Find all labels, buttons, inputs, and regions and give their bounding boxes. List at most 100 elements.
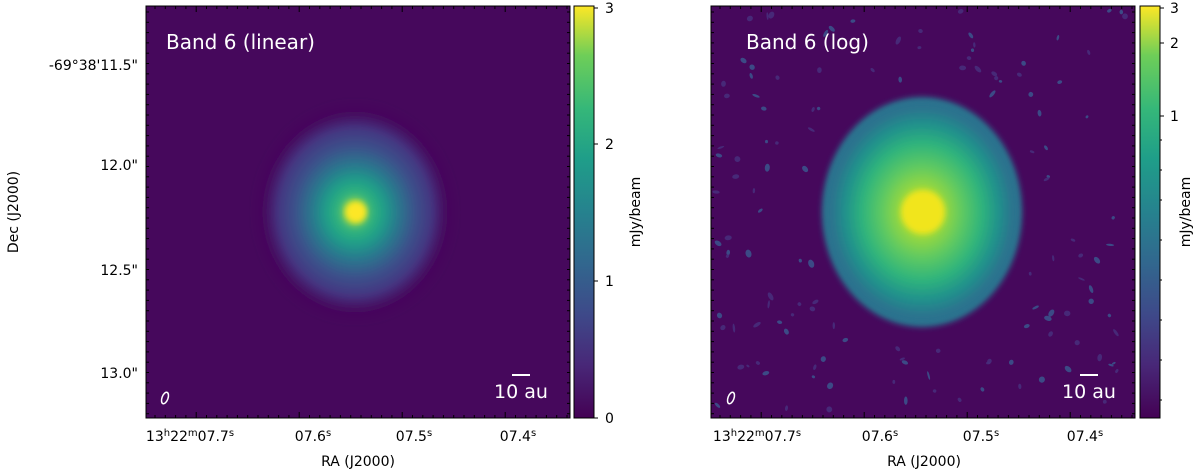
noise-blob — [764, 139, 769, 144]
noise-blob — [817, 67, 822, 73]
x-tick-label-0-log: 13h22m07.7s — [713, 428, 801, 446]
noise-blob — [798, 258, 802, 263]
x-axis-label-linear: RA (J2000) — [321, 454, 395, 470]
scalebar-label-log: 10 au — [1062, 381, 1116, 403]
noise-blob — [1064, 365, 1072, 373]
noise-blob — [811, 375, 816, 379]
noise-blob — [826, 406, 833, 413]
x-tick-label-1-linear: 07.6s — [295, 428, 331, 446]
disk-peak-log — [901, 190, 945, 234]
noise-blob — [777, 320, 783, 324]
noise-blob — [957, 9, 964, 14]
noise-blob — [1097, 353, 1103, 362]
colorbar-label-linear: mJy/beam — [628, 177, 644, 248]
axis-ticks-log — [711, 6, 1135, 418]
y-tick-label-0: -69°38'11.5" — [49, 58, 138, 74]
noise-blob — [892, 379, 896, 384]
noise-blob — [973, 42, 976, 48]
colorbar-tick-label-3-linear: 3 — [605, 1, 614, 17]
noise-blob — [927, 371, 931, 380]
noise-blob — [895, 36, 902, 45]
noise-blob — [1032, 305, 1039, 310]
y-tick-label-3: 13.0" — [100, 366, 138, 382]
noise-blob — [717, 145, 725, 150]
linear-panel: Band 6 (linear) 10 au -69°38'11.5" 12.0"… — [6, 1, 644, 470]
noise-blob — [1021, 60, 1026, 66]
noise-blob — [712, 190, 720, 194]
noise-blob — [812, 299, 819, 305]
noise-blob — [1064, 310, 1071, 317]
noise-blob — [797, 302, 802, 306]
noise-blob — [734, 156, 741, 163]
panel-title-log: Band 6 (log) — [746, 30, 869, 54]
noise-blob — [724, 235, 732, 241]
noise-blob — [832, 322, 835, 330]
noise-blob — [768, 11, 775, 19]
colorbar-label-log: mJy/beam — [1178, 177, 1194, 248]
noise-blob — [1119, 9, 1124, 15]
noise-blob — [755, 361, 760, 365]
colorbar-tick-label-1-linear: 1 — [605, 274, 614, 290]
noise-blob — [998, 80, 1003, 83]
y-axis-label: Dec (J2000) — [6, 171, 22, 253]
noise-blob — [732, 174, 740, 179]
noise-blob — [1046, 175, 1051, 178]
noise-blob — [986, 361, 991, 365]
noise-blob — [980, 387, 985, 392]
axis-ticks-linear — [146, 6, 570, 418]
noise-blob — [1070, 238, 1076, 242]
noise-blob — [1106, 243, 1115, 247]
noise-blob — [1111, 216, 1115, 220]
y-tick-label-2: 12.5" — [100, 263, 138, 279]
noise-blob — [752, 93, 760, 98]
noise-blob — [720, 325, 726, 331]
noise-blob — [989, 90, 996, 98]
noise-blob — [724, 93, 730, 99]
y-tick-label-1: 12.0" — [100, 158, 138, 174]
noise-blob — [917, 46, 922, 50]
noise-blob — [737, 364, 745, 370]
noise-blob — [714, 240, 722, 247]
noise-blob — [809, 306, 816, 312]
noise-blob — [749, 73, 753, 79]
noise-blob — [1018, 383, 1022, 390]
noise-blob — [752, 188, 756, 194]
noise-blob — [1107, 8, 1112, 13]
x-axis-label-log: RA (J2000) — [887, 454, 961, 470]
noise-blob — [1087, 49, 1091, 55]
log-panel: Band 6 (log) 10 au 13h22m07.7s 07.6s 07.… — [710, 1, 1194, 470]
colorbar-tick-label-0-linear: 0 — [605, 411, 614, 427]
noise-blob — [745, 249, 752, 258]
noise-blob — [721, 80, 726, 87]
x-tick-label-1-log: 07.6s — [862, 428, 898, 446]
noise-blob — [714, 402, 721, 408]
noise-blob — [767, 292, 774, 301]
noise-blob — [1044, 145, 1048, 151]
noise-blob — [827, 382, 834, 390]
noise-blob — [1122, 13, 1128, 20]
noise-blob — [746, 364, 750, 368]
noise-blob — [935, 348, 941, 354]
noise-blob — [899, 357, 905, 361]
colorbar-ticks-linear — [594, 7, 598, 419]
noise-blob — [974, 65, 982, 73]
noise-blob — [726, 249, 731, 256]
noise-blob — [870, 67, 875, 73]
colorbar-tick-label-2-linear: 2 — [605, 137, 614, 153]
image-border-linear — [145, 5, 571, 419]
noise-blob — [1016, 72, 1022, 77]
noise-blob — [1093, 256, 1101, 264]
noise-blob — [991, 71, 998, 77]
noise-blob — [784, 405, 789, 411]
noise-blob — [1115, 368, 1119, 374]
noise-blob — [1048, 331, 1053, 337]
noise-blob — [1085, 115, 1089, 119]
noise-blob — [715, 153, 723, 158]
noise-blob — [716, 312, 723, 319]
noise-blob — [968, 32, 974, 39]
noise-blob — [1028, 271, 1032, 276]
x-tick-label-2-log: 07.5s — [963, 428, 999, 446]
noise-blob — [1057, 80, 1063, 84]
scalebar-label-linear: 10 au — [494, 381, 548, 403]
